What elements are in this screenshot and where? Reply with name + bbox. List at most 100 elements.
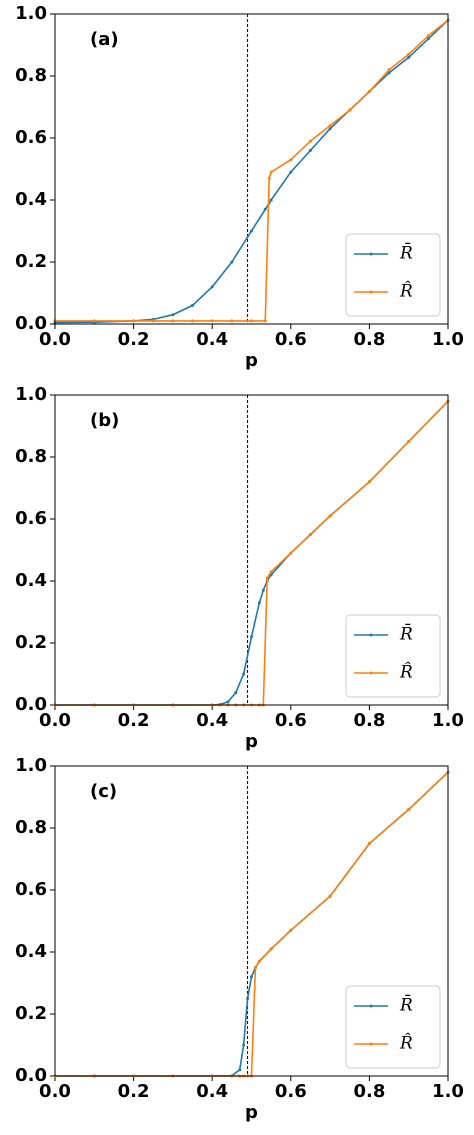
point [242, 672, 246, 676]
x-axis-label: p [245, 1102, 258, 1123]
y-tick-label: 0.0 [15, 694, 47, 715]
point [407, 807, 411, 811]
y-tick-label: 0.6 [15, 127, 47, 148]
legend-label: R̂ [399, 662, 413, 682]
x-tick-label: 1.0 [432, 1081, 464, 1102]
point [269, 947, 273, 951]
y-tick-label: 0.0 [15, 1065, 47, 1086]
plot-frame [54, 13, 449, 325]
y-tick-label: 0.6 [15, 508, 47, 529]
point [387, 71, 391, 75]
x-tick-label: 0.2 [118, 1081, 150, 1102]
x-tick-label: 0.8 [353, 329, 385, 350]
point [191, 319, 195, 323]
y-tick-label: 1.0 [15, 384, 47, 405]
point [171, 319, 175, 323]
y-tick-label: 0.2 [15, 632, 47, 653]
point [289, 928, 293, 932]
plot-frame [54, 765, 449, 1077]
panel-label: (a) [90, 29, 119, 50]
y-tick-label: 0.8 [15, 817, 47, 838]
point [242, 1043, 246, 1047]
point [289, 170, 293, 174]
point [308, 139, 312, 143]
y-tick-label: 1.0 [15, 755, 47, 776]
point [265, 576, 269, 580]
x-tick-label: 0.2 [118, 710, 150, 731]
x-tick-label: 1.0 [432, 710, 464, 731]
panel-label: (c) [90, 781, 117, 802]
legend-label: R̄ [399, 622, 413, 644]
point [328, 894, 332, 898]
x-tick-label: 0.8 [353, 1081, 385, 1102]
legend-marker [369, 252, 373, 256]
point [267, 176, 271, 180]
point [246, 997, 250, 1000]
point [289, 158, 293, 162]
y-tick-label: 0.2 [15, 1003, 47, 1024]
point [210, 319, 214, 323]
point [230, 260, 234, 264]
point [132, 319, 136, 323]
x-tick-label: 0.4 [196, 710, 228, 731]
point [269, 570, 273, 574]
x-tick-label: 0.6 [275, 1081, 307, 1102]
point [230, 319, 234, 323]
point [308, 533, 312, 536]
point [257, 601, 261, 605]
y-tick-label: 0.4 [15, 941, 47, 962]
point [250, 229, 253, 233]
legend-marker [369, 1042, 373, 1046]
x-tick-label: 0.0 [39, 329, 71, 350]
legend-label: R̂ [399, 1033, 413, 1053]
point [250, 975, 253, 979]
point [308, 148, 312, 152]
point [250, 319, 253, 323]
legend-label: R̄ [399, 993, 413, 1015]
point [426, 37, 430, 41]
legend-marker [369, 671, 373, 675]
x-tick-label: 0.2 [118, 329, 150, 350]
point [263, 207, 267, 211]
plot-frame [54, 394, 449, 706]
point [234, 691, 238, 695]
point [191, 303, 195, 307]
x-tick-label: 0.6 [275, 329, 307, 350]
point [367, 842, 371, 845]
legend-box [345, 233, 441, 317]
point [328, 124, 332, 128]
legend-marker [369, 1004, 373, 1008]
point [261, 588, 265, 592]
point [226, 700, 230, 704]
point [328, 127, 332, 131]
point [407, 55, 411, 59]
y-tick-label: 0.4 [15, 189, 47, 210]
point [407, 52, 411, 56]
point [407, 440, 411, 443]
point [263, 319, 267, 323]
legend-box [345, 614, 441, 698]
legend-marker [369, 290, 373, 294]
point [250, 635, 253, 639]
point [269, 170, 273, 174]
legend-label: R̂ [399, 281, 413, 301]
point [151, 319, 155, 323]
point [367, 90, 371, 93]
point [253, 966, 257, 969]
point [348, 108, 352, 112]
point [387, 68, 391, 72]
y-tick-label: 0.4 [15, 570, 47, 591]
panel-label: (b) [90, 410, 119, 431]
y-tick-label: 0.8 [15, 446, 47, 467]
x-axis-label: p [245, 350, 258, 371]
x-tick-label: 0.8 [353, 710, 385, 731]
y-tick-label: 1.0 [15, 3, 47, 24]
y-tick-label: 0.2 [15, 251, 47, 272]
y-tick-label: 0.8 [15, 65, 47, 86]
x-tick-label: 0.0 [39, 1081, 71, 1102]
y-tick-label: 0.6 [15, 879, 47, 900]
point [269, 198, 273, 202]
point [171, 313, 175, 317]
legend-label: R̄ [399, 241, 413, 263]
